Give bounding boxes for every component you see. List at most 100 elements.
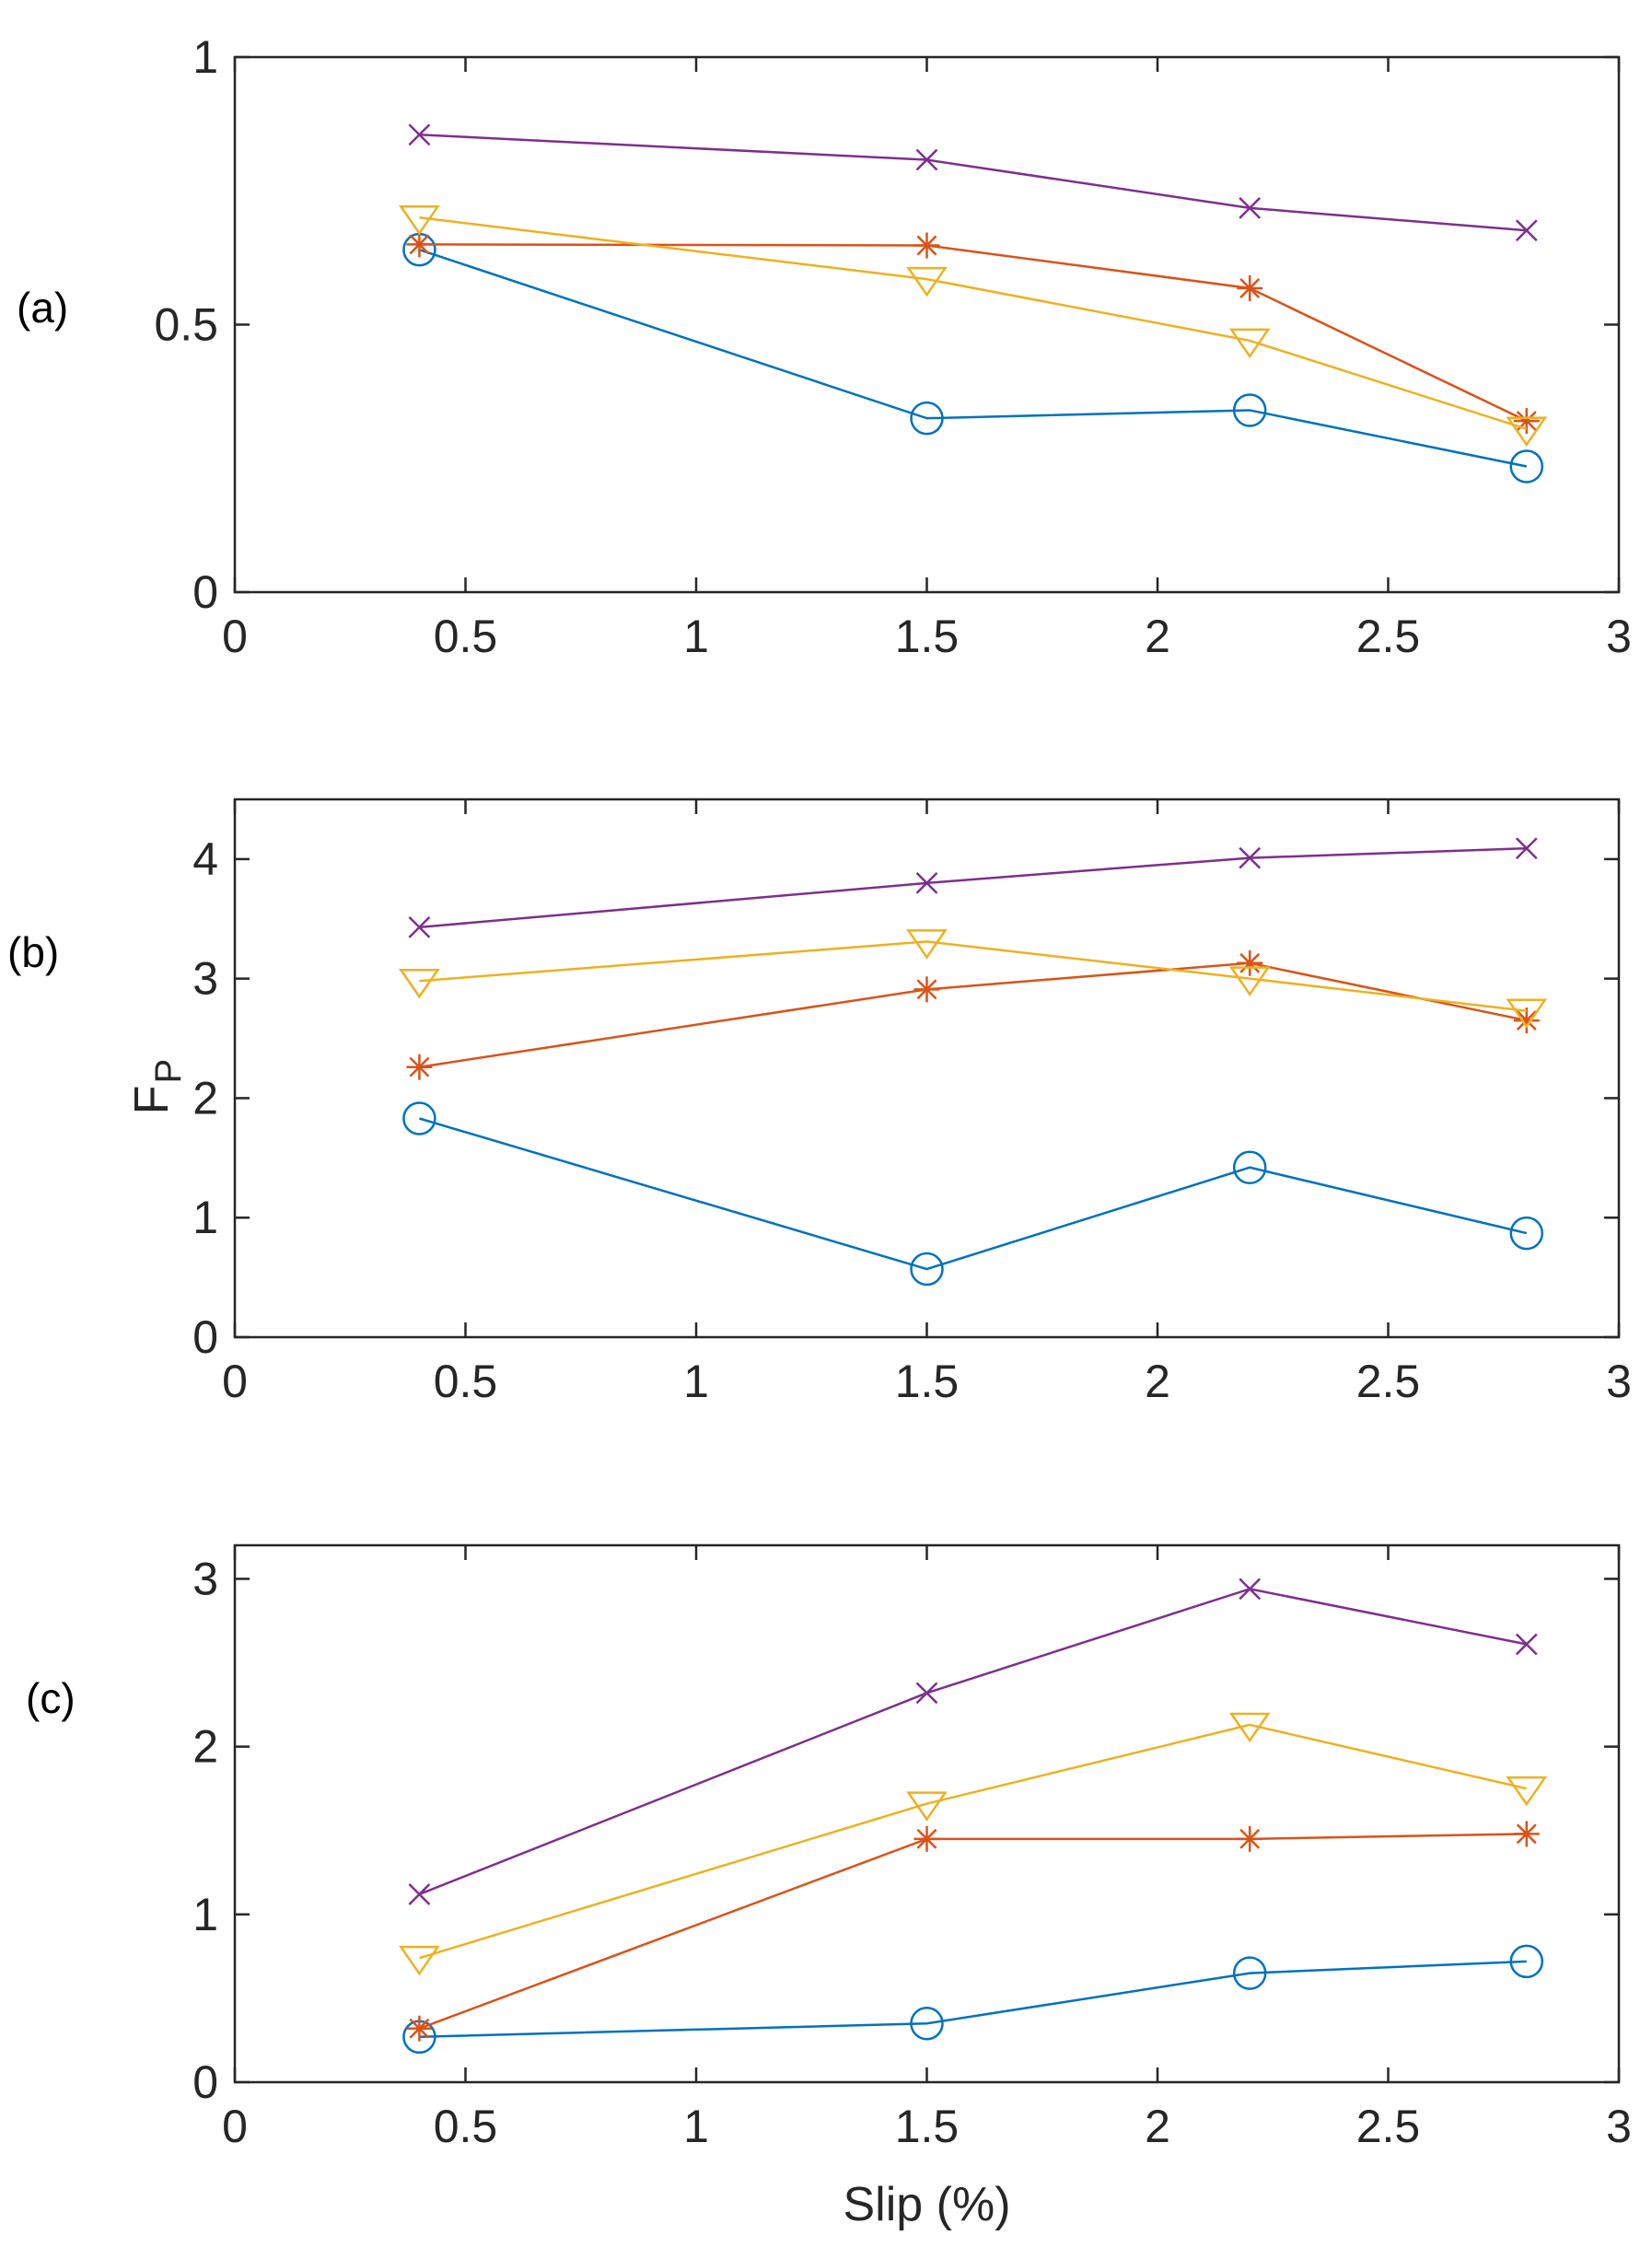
series-triangle xyxy=(399,205,1548,447)
x-tick-label: 2.5 xyxy=(1356,2101,1421,2152)
data-point xyxy=(399,969,440,999)
data-point xyxy=(406,2015,433,2042)
x-tick-label: 0 xyxy=(222,1356,248,1407)
data-point xyxy=(1509,1216,1544,1251)
data-point xyxy=(1228,1712,1271,1743)
data-point xyxy=(1515,1633,1538,1656)
x-tick-label: 2 xyxy=(1145,2101,1170,2152)
data-point xyxy=(913,976,940,1003)
series-line xyxy=(419,961,1528,1068)
x-tick-label: 0.5 xyxy=(434,2101,498,2152)
series-circle xyxy=(402,1944,1544,2055)
x-tick-label: 0.5 xyxy=(434,611,498,662)
data-point xyxy=(1515,219,1538,242)
data-point xyxy=(402,1101,436,1135)
panel-2: 0 0.5 1 1.5 2 2.5 3 0 1 2 3 4 (b) FP xyxy=(7,798,1632,1407)
series-asterisk xyxy=(406,231,1540,435)
panel-label: (c) xyxy=(26,1674,76,1722)
data-point xyxy=(399,205,440,236)
x-tick-label: 0 xyxy=(222,611,248,662)
panel-3: 0 0.5 1 1.5 2 2.5 3 0 1 2 3 (c) Slip (%) xyxy=(26,1543,1632,2231)
x-tick-label: 1 xyxy=(683,1356,709,1407)
x-tick-label: 2 xyxy=(1145,1356,1170,1407)
x-tick-label: 3 xyxy=(1606,2101,1632,2152)
data-point xyxy=(1237,949,1263,976)
y-tick-label: 2 xyxy=(192,1072,218,1124)
x-tick-label: 1 xyxy=(683,611,709,662)
panel-label: (a) xyxy=(17,284,68,332)
data-point xyxy=(1237,274,1263,301)
y-tick-label: 2 xyxy=(192,1721,218,1773)
y-tick-label: 1 xyxy=(192,1192,218,1243)
series-line xyxy=(419,248,1528,468)
series-line xyxy=(419,216,1528,430)
data-point xyxy=(906,929,948,960)
axes-box xyxy=(233,798,1621,1339)
data-point xyxy=(1228,328,1271,359)
data-point xyxy=(1232,1150,1267,1184)
series-asterisk xyxy=(406,949,1540,1080)
data-point xyxy=(915,1682,938,1705)
x-tick-label: 0.5 xyxy=(434,1356,498,1407)
series-line xyxy=(419,133,1527,232)
y-axis-title-subscript: P xyxy=(148,1059,189,1084)
data-point xyxy=(399,1945,440,1976)
data-point xyxy=(910,401,944,436)
data-point xyxy=(406,231,433,258)
panel-label: (b) xyxy=(7,928,59,976)
data-point xyxy=(915,871,938,894)
y-tick-label: 4 xyxy=(192,833,218,885)
y-tick-label: 3 xyxy=(192,953,218,1005)
series-line xyxy=(418,1833,1527,2030)
series-cross xyxy=(408,123,1538,242)
data-point xyxy=(1513,1821,1540,1847)
y-tick-label: 3 xyxy=(192,1553,218,1604)
data-point xyxy=(1239,846,1262,869)
series-line xyxy=(419,1960,1527,2039)
data-point xyxy=(910,1252,944,1287)
y-tick-label: 0.5 xyxy=(154,299,218,351)
series-line xyxy=(419,243,1528,423)
x-tick-label: 3 xyxy=(1606,611,1632,662)
data-point xyxy=(1509,449,1544,483)
data-point xyxy=(1513,408,1540,435)
series-triangle xyxy=(399,929,1548,1029)
x-tick-label: 0 xyxy=(222,2101,248,2152)
data-point xyxy=(408,123,431,146)
data-point xyxy=(1228,966,1271,996)
series-line xyxy=(419,846,1527,929)
data-point xyxy=(906,266,948,297)
data-point xyxy=(1506,998,1548,1029)
data-point xyxy=(1232,1956,1267,1990)
axes-box xyxy=(233,55,1621,594)
data-point xyxy=(910,2006,944,2041)
data-point xyxy=(913,232,940,259)
panel-1: 0 0.5 1 1.5 2 2.5 3 0 0.5 1 (a) xyxy=(17,31,1632,662)
series-line xyxy=(419,1117,1528,1271)
y-tick-label: 1 xyxy=(192,31,218,83)
y-tick-label: 0 xyxy=(192,1311,218,1363)
y-tick-label: 1 xyxy=(192,1889,218,1940)
data-point xyxy=(408,915,431,938)
data-point xyxy=(1509,1944,1544,1979)
series-line xyxy=(419,1723,1528,1960)
y-tick-label: 0 xyxy=(192,566,218,618)
data-point xyxy=(1239,196,1262,219)
data-point xyxy=(906,1791,948,1822)
y-tick-label: 0 xyxy=(192,2056,218,2108)
x-axis-title: Slip (%) xyxy=(843,2178,1010,2231)
series-triangle xyxy=(399,1712,1548,1976)
series-circle xyxy=(402,232,1544,483)
x-tick-label: 1.5 xyxy=(895,1356,960,1407)
x-tick-label: 2.5 xyxy=(1356,1356,1421,1407)
axes-box xyxy=(233,1543,1621,2084)
series-line xyxy=(419,940,1527,1012)
data-point xyxy=(406,1054,433,1080)
data-point xyxy=(1232,393,1267,427)
series-asterisk xyxy=(406,1821,1540,2042)
series-circle xyxy=(402,1101,1544,1287)
series-cross xyxy=(408,837,1538,938)
series-cross xyxy=(408,1578,1538,1905)
data-point xyxy=(1239,1578,1262,1601)
data-point xyxy=(1515,837,1538,860)
